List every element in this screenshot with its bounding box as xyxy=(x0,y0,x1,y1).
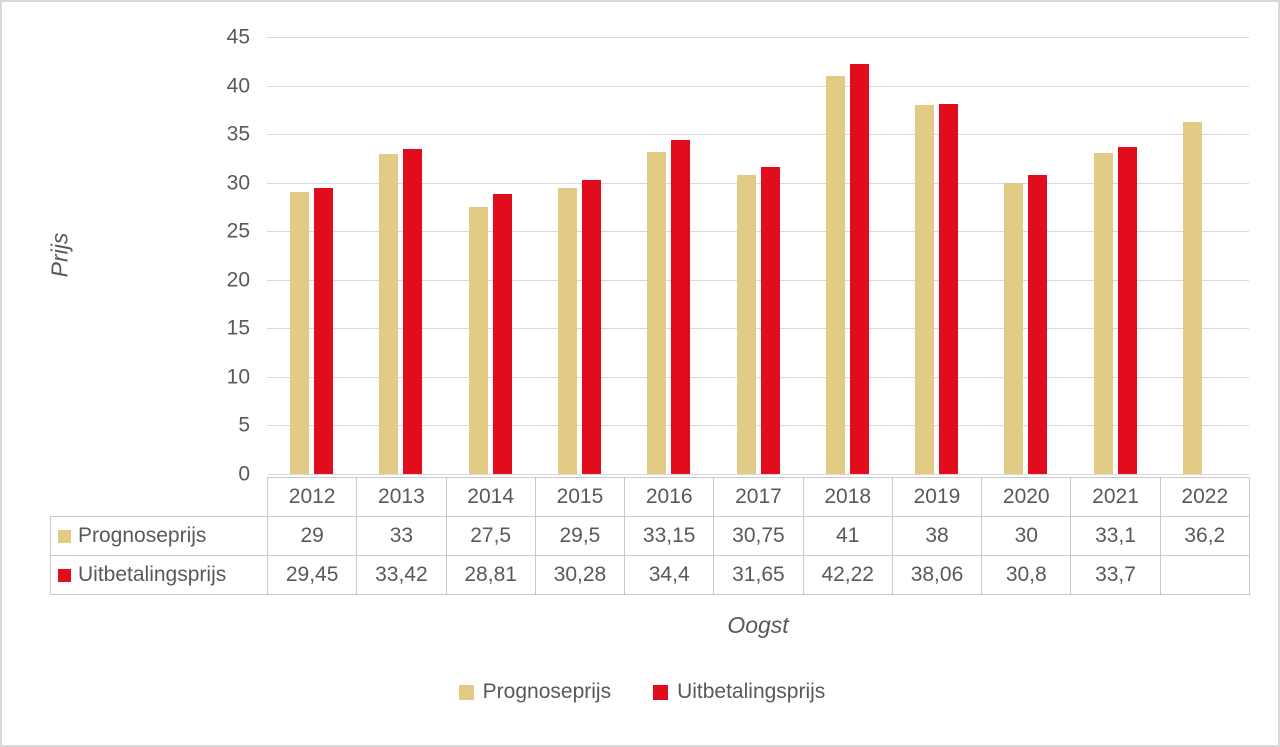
prognoseprijs-swatch-icon xyxy=(458,684,474,700)
series-label-prognoseprijs: Prognoseprijs xyxy=(50,516,268,556)
y-tick-label-40: 40 xyxy=(226,74,250,98)
gridline-10 xyxy=(267,376,1249,378)
y-tick-label-20: 20 xyxy=(226,268,250,292)
year-header-2015: 2015 xyxy=(534,477,626,517)
bar-prognoseprijs-2013 xyxy=(379,153,399,474)
year-header-2020: 2020 xyxy=(981,477,1072,517)
chart-legend: Prognoseprijs Uitbetalingsprijs xyxy=(2,680,1278,704)
year-header-2012: 2012 xyxy=(266,477,358,517)
gridline-40 xyxy=(267,85,1249,87)
cell-uitbetalingsprijs-2020: 30,8 xyxy=(981,555,1072,595)
y-tick-label-15: 15 xyxy=(226,316,250,340)
gridline-20 xyxy=(267,279,1249,281)
year-header-2017: 2017 xyxy=(713,477,804,517)
legend-label: Uitbetalingsprijs xyxy=(677,680,826,703)
y-axis-title: Prijs xyxy=(46,232,73,278)
bar-prognoseprijs-2017 xyxy=(736,175,756,474)
cell-uitbetalingsprijs-2019: 38,06 xyxy=(891,555,983,595)
gridline-25 xyxy=(267,231,1249,233)
cell-uitbetalingsprijs-2016: 34,4 xyxy=(624,555,715,595)
y-tick-label-10: 10 xyxy=(226,365,250,389)
cell-uitbetalingsprijs-2012: 29,45 xyxy=(266,555,358,595)
cell-prognoseprijs-2016: 33,15 xyxy=(624,516,715,556)
cell-prognoseprijs-2012: 29 xyxy=(266,516,358,556)
gridline-15 xyxy=(267,328,1249,330)
series-label-uitbetalingsprijs: Uitbetalingsprijs xyxy=(50,555,268,595)
cell-prognoseprijs-2013: 33 xyxy=(356,516,447,556)
y-tick-label-25: 25 xyxy=(226,219,250,243)
bar-uitbetalingsprijs-2012 xyxy=(314,188,334,474)
x-axis-title: Oogst xyxy=(727,612,789,638)
cell-uitbetalingsprijs-2014: 28,81 xyxy=(445,555,536,595)
year-header-2019: 2019 xyxy=(891,477,983,517)
y-tick-label-35: 35 xyxy=(226,122,250,146)
table-row-uitbetalingsprijs: Uitbetalingsprijs 29,45 33,42 28,81 30,28 34,… xyxy=(50,555,1250,595)
cell-uitbetalingsprijs-2013: 33,42 xyxy=(356,555,447,595)
bar-uitbetalingsprijs-2020 xyxy=(1028,174,1048,474)
cell-prognoseprijs-2018: 41 xyxy=(802,516,893,556)
cell-uitbetalingsprijs-2015: 30,28 xyxy=(534,555,626,595)
bar-prognoseprijs-2019 xyxy=(915,104,935,474)
gridline-5 xyxy=(267,425,1249,427)
legend-item-prognoseprijs: Prognoseprijs xyxy=(458,680,612,704)
year-header-2014: 2014 xyxy=(445,477,536,517)
bar-uitbetalingsprijs-2015 xyxy=(581,179,601,474)
bar-uitbetalingsprijs-2017 xyxy=(760,166,780,474)
y-tick-label-45: 45 xyxy=(226,25,250,49)
bar-uitbetalingsprijs-2014 xyxy=(492,194,512,474)
plot-area xyxy=(267,37,1249,475)
bar-uitbetalingsprijs-2018 xyxy=(849,64,869,474)
year-header-2016: 2016 xyxy=(624,477,715,517)
cell-prognoseprijs-2019: 38 xyxy=(891,516,983,556)
bar-prognoseprijs-2015 xyxy=(557,187,577,474)
y-tick-label-30: 30 xyxy=(226,171,250,195)
bar-prognoseprijs-2021 xyxy=(1093,152,1113,474)
cell-prognoseprijs-2014: 27,5 xyxy=(445,516,536,556)
cell-prognoseprijs-2022: 36,2 xyxy=(1159,516,1250,556)
table-corner-spacer xyxy=(51,478,268,517)
bar-prognoseprijs-2018 xyxy=(825,75,845,474)
uitbetalingsprijs-key-swatch-icon xyxy=(58,569,71,582)
bar-prognoseprijs-2012 xyxy=(290,192,310,474)
legend-item-uitbetalingsprijs: Uitbetalingsprijs xyxy=(653,680,825,704)
gridline-45 xyxy=(267,37,1249,38)
year-header-2021: 2021 xyxy=(1070,477,1161,517)
y-tick-label-5: 5 xyxy=(238,413,250,437)
cell-prognoseprijs-2017: 30,75 xyxy=(713,516,804,556)
cell-uitbetalingsprijs-2017: 31,65 xyxy=(713,555,804,595)
y-tick-label-0: 0 xyxy=(238,462,250,486)
uitbetalingsprijs-swatch-icon xyxy=(653,684,669,700)
bar-prognoseprijs-2020 xyxy=(1004,182,1024,474)
bar-prognoseprijs-2014 xyxy=(468,206,488,474)
legend-label: Prognoseprijs xyxy=(482,680,612,703)
year-header-2013: 2013 xyxy=(356,477,447,517)
gridline-0 xyxy=(267,474,1249,475)
gridline-35 xyxy=(267,134,1249,136)
cell-uitbetalingsprijs-2021: 33,7 xyxy=(1070,555,1161,595)
year-header-2022: 2022 xyxy=(1159,477,1250,517)
cell-prognoseprijs-2015: 29,5 xyxy=(534,516,626,556)
bar-uitbetalingsprijs-2019 xyxy=(939,104,959,474)
year-header-2018: 2018 xyxy=(802,477,893,517)
gridline-30 xyxy=(267,182,1249,184)
table-row-years: 2012 2013 2014 2015 2016 2017 2018 2019 2020 2021… xyxy=(51,477,1250,517)
bar-prognoseprijs-2022 xyxy=(1182,122,1202,474)
cell-uitbetalingsprijs-2022 xyxy=(1159,555,1250,595)
cell-prognoseprijs-2020: 30 xyxy=(981,516,1072,556)
bar-uitbetalingsprijs-2021 xyxy=(1117,146,1137,474)
data-table: 2012 2013 2014 2015 2016 2017 2018 2019 2020 2021… xyxy=(50,477,1250,595)
cell-uitbetalingsprijs-2018: 42,22 xyxy=(802,555,893,595)
cell-prognoseprijs-2021: 33,1 xyxy=(1070,516,1161,556)
bar-uitbetalingsprijs-2013 xyxy=(403,149,423,474)
bar-uitbetalingsprijs-2016 xyxy=(671,139,691,474)
bar-prognoseprijs-2016 xyxy=(647,152,667,474)
prognoseprijs-key-swatch-icon xyxy=(58,530,71,543)
table-row-prognoseprijs: Prognoseprijs 29 33 27,5 29,5 33,15 30,75 41 38 3… xyxy=(50,516,1250,556)
